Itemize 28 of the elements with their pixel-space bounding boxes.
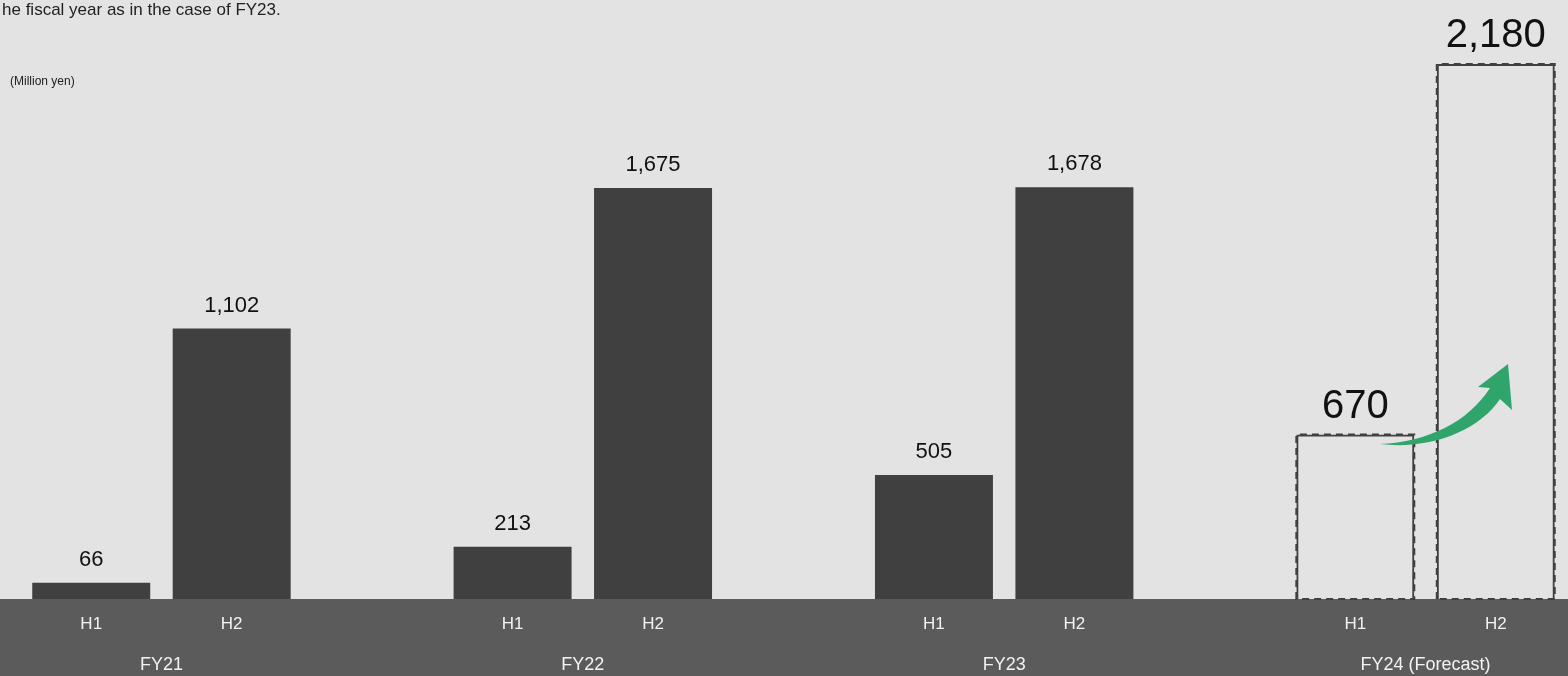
bar bbox=[32, 582, 151, 599]
data-label: 2,180 bbox=[1445, 11, 1546, 56]
bar bbox=[874, 475, 993, 599]
bar bbox=[594, 187, 713, 599]
text: FY23 bbox=[982, 653, 1026, 674]
x-tick-label: H2 bbox=[1484, 613, 1507, 633]
text: he fiscal year as in the case of FY23. bbox=[2, 0, 281, 20]
data-label: 66 bbox=[78, 545, 104, 571]
x-tick-label: H1 bbox=[80, 613, 103, 633]
data-label: 670 bbox=[1321, 381, 1389, 426]
y-axis-title: (Million yen) bbox=[10, 74, 75, 89]
x-tick-label: H2 bbox=[642, 613, 664, 633]
bar bbox=[453, 546, 572, 599]
bar bbox=[172, 328, 291, 599]
data-label: 505 bbox=[915, 438, 953, 464]
bar bbox=[1015, 187, 1134, 599]
data-label: 213 bbox=[494, 509, 531, 535]
text: FY24 (Forecast) bbox=[1360, 653, 1491, 674]
data-label: 1,678 bbox=[1046, 150, 1102, 176]
data-label: 1,675 bbox=[625, 151, 681, 176]
data-label: 1,102 bbox=[204, 291, 260, 317]
x-tick-label: H2 bbox=[1063, 613, 1086, 633]
text: FY22 bbox=[561, 653, 605, 674]
x-tick-label: H1 bbox=[923, 613, 945, 633]
x-tick-label: H1 bbox=[501, 613, 524, 633]
x-tick-label: H1 bbox=[1344, 613, 1367, 633]
text: FY21 bbox=[139, 653, 183, 674]
x-tick-label: H2 bbox=[220, 613, 243, 633]
